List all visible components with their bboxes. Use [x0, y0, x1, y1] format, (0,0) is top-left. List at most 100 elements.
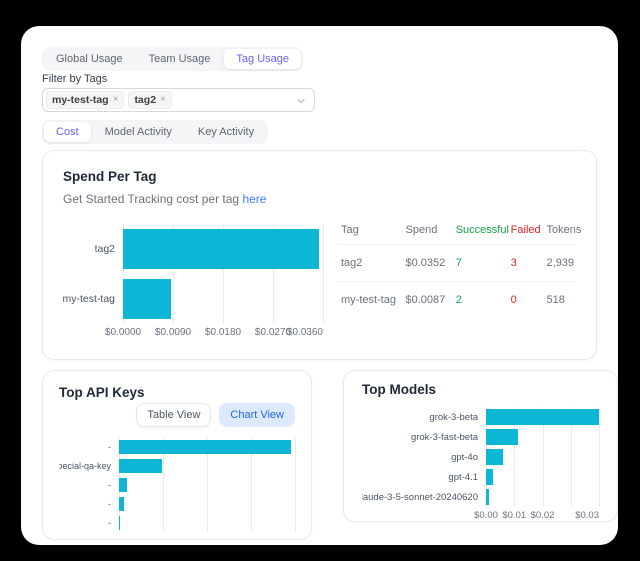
bar: [119, 458, 162, 473]
spend-content-row: tag2 my-test-tag $0.0000 $0.0090 $0.0180 $0.…: [63, 218, 581, 341]
remove-tag-icon[interactable]: ×: [112, 94, 119, 105]
gridline: [223, 224, 224, 324]
bar: [486, 489, 489, 505]
col-spend: Spend: [401, 218, 452, 245]
bar-row: [486, 487, 599, 507]
here-link[interactable]: here: [242, 192, 267, 206]
tag-chip-label: my-test-tag: [52, 94, 109, 106]
tab-cost[interactable]: Cost: [44, 122, 91, 142]
table-row: tag2 $0.0352 7 3 2,939: [337, 244, 576, 282]
axis-tick-label: $0.0270: [254, 327, 292, 338]
cell-successful: 2: [455, 294, 462, 306]
top-models-chart: grok-3-beta grok-3-fast-beta gpt-4o gpt-4.1…: [362, 407, 600, 521]
cell-spend: $0.0087: [405, 294, 446, 306]
category-label: my-test-tag: [63, 293, 115, 305]
cell-failed: 0: [510, 294, 517, 306]
bar-row: [486, 447, 599, 467]
gridline: [323, 224, 324, 324]
axis-tick-label: $0.01: [502, 510, 527, 521]
cell-spend: $0.0352: [401, 244, 452, 282]
usage-dashboard-panel: Global Usage Team Usage Tag Usage Filter…: [21, 26, 618, 545]
tab-tag-usage[interactable]: Tag Usage: [224, 49, 302, 69]
col-tokens: Tokens: [542, 218, 581, 245]
tab-team-usage[interactable]: Team Usage: [148, 53, 211, 65]
gridline: [123, 224, 124, 324]
gridline: [542, 407, 544, 507]
gridline: [173, 224, 174, 324]
category-label: claude-3-5-sonnet-20240620: [362, 491, 478, 503]
top-api-keys-card: Top API Keys Table View Chart View - peci…: [42, 370, 312, 540]
bar: [119, 439, 292, 454]
cell-tag: tag2: [337, 244, 402, 282]
tag-spend-table: Tag Spend Successful Failed Tokens tag2 …: [337, 218, 581, 319]
table-row: my-test-tag $0.0087 2 0 518: [337, 282, 576, 319]
gridline: [295, 437, 296, 532]
gridline: [514, 407, 516, 507]
tab-global-usage[interactable]: Global Usage: [56, 53, 123, 65]
view-tabbar: Cost Model Activity Key Activity: [42, 120, 269, 144]
tag-chip-label: tag2: [134, 94, 157, 106]
bar: [123, 279, 172, 319]
gridline: [207, 437, 208, 532]
axis-tick-label: $0.03: [575, 510, 599, 521]
subtitle-text: Get Started Tracking cost per tag: [63, 192, 240, 206]
bar: [123, 229, 319, 269]
category-label: gpt-4o: [451, 451, 478, 463]
spend-per-tag-chart: tag2 my-test-tag $0.0000 $0.0090 $0.0180 $0.…: [63, 224, 324, 341]
cell-tag: my-test-tag: [341, 294, 397, 306]
bar-row: [486, 427, 599, 447]
tag-chip-my-test-tag: my-test-tag ×: [46, 91, 125, 109]
remove-tag-icon[interactable]: ×: [160, 94, 166, 105]
cell-failed: 3: [506, 244, 543, 282]
top-api-keys-header: Top API Keys Table View Chart View: [59, 385, 295, 427]
usage-tabbar: Global Usage Team Usage Tag Usage: [42, 47, 304, 71]
table-view-button[interactable]: Table View: [136, 403, 212, 427]
gridline: [163, 437, 164, 532]
view-toggle-buttons: Table View Chart View: [59, 403, 295, 427]
bar: [486, 449, 504, 465]
bar: [119, 477, 128, 492]
cell-tokens: 518: [546, 294, 565, 306]
bar-row: [486, 407, 599, 427]
category-label: -: [108, 441, 111, 452]
top-models-card: Top Models grok-3-beta grok-3-fast-beta gp…: [343, 370, 618, 522]
tag-chip-tag2: tag2 ×: [128, 91, 172, 109]
axis-tick-label: $0.02: [530, 510, 555, 521]
cell-successful: 7: [451, 244, 507, 282]
axis-tick-label: $0.0360: [286, 327, 323, 338]
bar: [486, 409, 599, 425]
tab-model-activity[interactable]: Model Activity: [104, 126, 172, 138]
category-label: tag2: [94, 243, 115, 255]
category-label: pecial-qa-key: [59, 460, 111, 471]
bar-row: [119, 475, 295, 494]
bar-row: [123, 224, 323, 274]
category-label: grok-3-fast-beta: [410, 431, 478, 443]
tag-filter-select[interactable]: my-test-tag × tag2 ×: [42, 88, 315, 112]
spend-chart-column: tag2 my-test-tag $0.0000 $0.0090 $0.0180 $0.…: [63, 218, 324, 341]
bar-row: [486, 467, 599, 487]
chevron-down-icon[interactable]: [296, 96, 306, 106]
gridline: [570, 407, 572, 507]
category-label: gpt-4.1: [448, 471, 478, 483]
spend-per-tag-subtitle: Get Started Tracking cost per tag here: [63, 192, 576, 206]
col-failed: Failed: [506, 218, 543, 245]
tab-key-activity[interactable]: Key Activity: [197, 126, 255, 138]
top-api-keys-chart: - pecial-qa-key - - -: [59, 437, 296, 539]
category-label: -: [108, 517, 111, 528]
top-models-title: Top Models: [362, 382, 436, 397]
axis-tick-label: $0.00: [474, 510, 498, 521]
bar: [119, 496, 124, 511]
gridline: [273, 224, 274, 324]
cell-tokens: 2,939: [542, 244, 576, 282]
chart-view-button[interactable]: Chart View: [219, 403, 295, 427]
bar: [486, 469, 493, 485]
bar: [486, 429, 519, 445]
spend-per-tag-title: Spend Per Tag: [63, 169, 157, 184]
axis-tick-label: $0.0000: [104, 327, 142, 338]
bar-row: [119, 456, 295, 475]
axis-tick-label: $0.0180: [204, 327, 242, 338]
category-label: -: [108, 479, 111, 490]
gridline: [599, 407, 600, 507]
category-label: grok-3-beta: [429, 411, 478, 423]
